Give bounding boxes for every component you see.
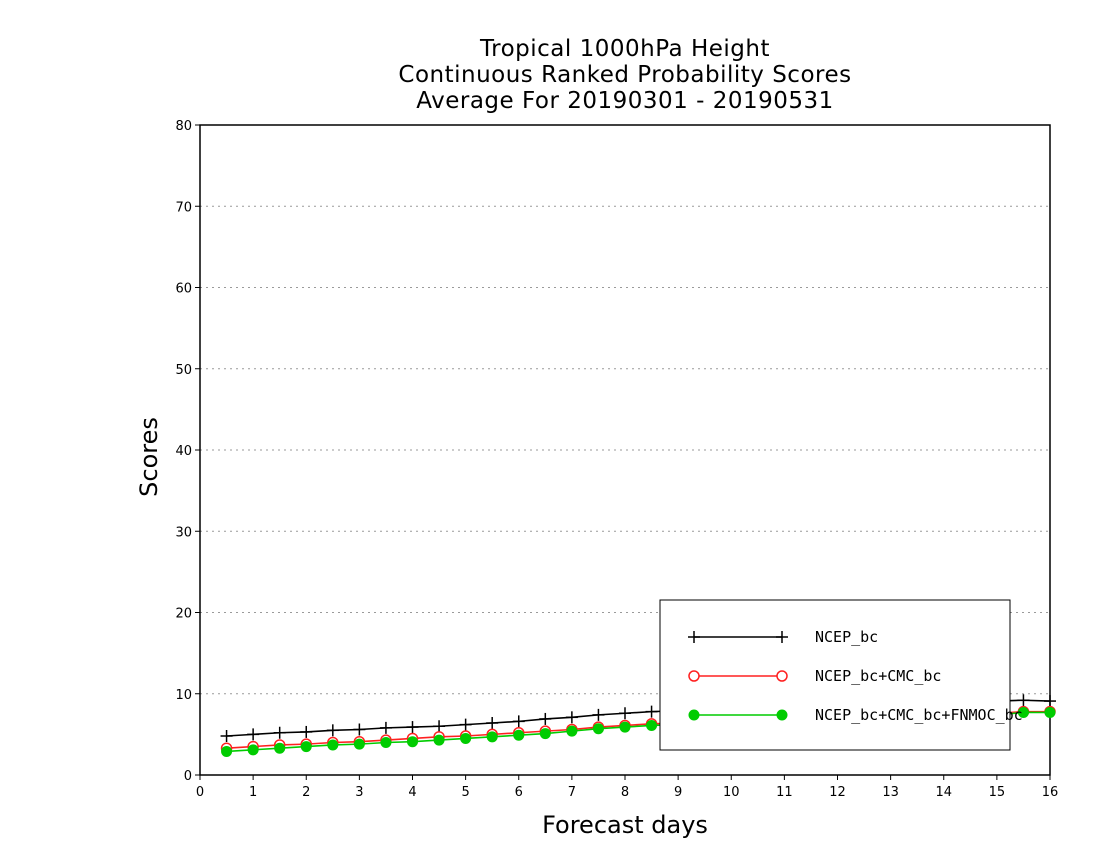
data-point <box>379 721 392 734</box>
data-point <box>353 723 366 736</box>
legend-entry: NCEP_bc+CMC_bc <box>688 667 941 685</box>
data-point <box>326 724 339 737</box>
x-tick-label: 12 <box>829 785 846 800</box>
data-point <box>407 736 418 748</box>
y-tick-label: 30 <box>175 525 192 540</box>
data-point <box>221 745 233 757</box>
data-point <box>247 744 259 756</box>
x-tick-label: 11 <box>776 785 793 800</box>
legend-label: NCEP_bc <box>815 628 878 646</box>
data-point <box>539 712 552 725</box>
data-point <box>1017 694 1030 707</box>
y-axis: 0 10 20 30 40 50 60 70 80 <box>175 119 200 784</box>
legend-entry: NCEP_bc+CMC_bc+FNMOC_bc <box>688 706 1023 724</box>
x-tick-label: 8 <box>621 785 629 800</box>
legend: NCEP_bc NCEP_bc+CMC_bc NCEP_bc+CMC_bc+FNMO… <box>659 599 1023 751</box>
legend-marker <box>688 709 700 721</box>
data-point <box>460 732 472 744</box>
legend-label: NCEP_bc+CMC_bc+FNMOC_bc <box>815 706 1023 724</box>
data-point <box>300 741 312 753</box>
legend-box <box>659 599 1011 751</box>
legend-marker <box>776 631 788 643</box>
chart-title-line-2: Continuous Ranked Probability Scores <box>398 62 852 88</box>
data-point <box>220 730 233 742</box>
x-tick-label: 3 <box>355 785 363 800</box>
data-point <box>646 719 658 731</box>
legend-marker <box>688 631 700 643</box>
x-tick-label: 1 <box>249 785 257 800</box>
y-tick-label: 40 <box>175 444 192 459</box>
x-axis-title: Forecast days <box>542 811 708 839</box>
legend-marker <box>688 670 700 682</box>
data-point <box>247 728 260 741</box>
x-tick-label: 10 <box>723 785 740 800</box>
data-point <box>300 725 313 738</box>
data-point <box>619 707 631 720</box>
legend-marker <box>776 670 788 682</box>
data-point <box>592 708 605 721</box>
data-point <box>274 742 286 754</box>
y-axis-title: Scores <box>135 417 163 497</box>
data-point <box>406 721 419 734</box>
data-point <box>566 725 578 737</box>
x-tick-label: 4 <box>408 785 416 800</box>
data-point <box>512 715 525 728</box>
data-point <box>565 711 578 724</box>
y-tick-label: 20 <box>175 607 192 622</box>
data-point <box>327 739 339 751</box>
x-tick-label: 16 <box>1042 785 1059 800</box>
data-point <box>486 731 498 743</box>
data-point <box>380 737 392 748</box>
data-point <box>539 728 551 740</box>
data-point <box>353 738 365 750</box>
x-tick-label: 0 <box>196 785 204 800</box>
x-axis: 0 1 2 3 4 5 6 7 8 9 10 11 12 13 14 15 16 <box>196 775 1058 800</box>
data-point <box>273 726 286 739</box>
y-tick-label: 70 <box>175 200 192 215</box>
y-tick-label: 10 <box>175 688 192 703</box>
data-point <box>513 729 525 741</box>
chart-title-line-1: Tropical 1000hPa Height <box>479 36 770 62</box>
data-point <box>619 721 631 733</box>
legend-label: NCEP_bc+CMC_bc <box>815 667 941 685</box>
data-point <box>645 705 658 718</box>
data-point <box>592 723 604 735</box>
x-tick-label: 7 <box>568 785 576 800</box>
y-tick-label: 60 <box>175 282 192 297</box>
x-tick-label: 6 <box>515 785 523 800</box>
data-point <box>486 717 499 729</box>
y-tick-label: 0 <box>184 769 192 784</box>
x-tick-label: 13 <box>882 785 899 800</box>
data-point <box>1044 695 1056 708</box>
x-tick-label: 9 <box>674 785 682 800</box>
y-tick-label: 50 <box>175 363 192 378</box>
data-point <box>459 718 472 731</box>
x-tick-label: 15 <box>989 785 1006 800</box>
legend-entry: NCEP_bc <box>688 628 878 646</box>
x-tick-label: 14 <box>935 785 952 800</box>
data-point <box>1044 706 1056 718</box>
data-point <box>433 734 445 746</box>
data-point <box>1017 706 1029 718</box>
x-tick-label: 5 <box>461 785 469 800</box>
legend-marker <box>776 709 788 721</box>
data-point <box>433 720 446 733</box>
y-tick-label: 80 <box>175 119 192 134</box>
chart-title-line-3: Average For 20190301 - 20190531 <box>416 88 834 114</box>
x-tick-label: 2 <box>302 785 310 800</box>
